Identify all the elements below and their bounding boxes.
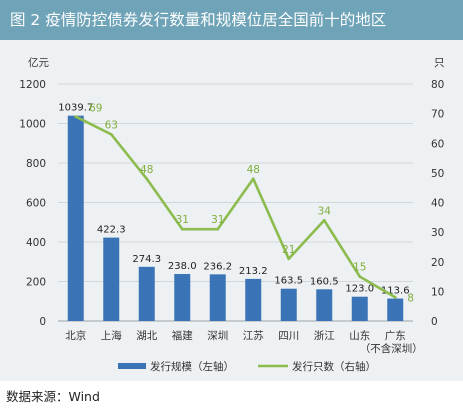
line-value-label: 31 [176,214,189,226]
bar [209,274,226,321]
line-value-label: 21 [282,244,295,256]
right-tick-label: 40 [431,198,444,210]
legend-line-label: 发行只数（右轴） [292,360,376,373]
bar-value-label: 274.3 [132,254,161,265]
right-tick-label: 70 [431,109,444,121]
line-series [74,115,397,299]
bar [174,273,191,321]
bar [245,278,262,321]
bar-value-label: 238.0 [168,261,197,272]
line-value-label: 34 [318,205,332,217]
bar [280,288,297,321]
left-tick-label: 200 [26,277,46,289]
x-tick-label: 广东 [385,329,406,342]
right-tick-label: 80 [431,79,444,91]
bar-labels: 1039.7 422.3 274.3 238.0 236.2 213.2 163.5 160.… [58,103,409,297]
left-tick-label: 400 [26,237,46,249]
bar [103,237,120,321]
right-tick-label: 20 [431,257,444,269]
left-axis-unit: 亿元 [28,56,49,69]
line-point [358,275,362,278]
bar [351,296,368,321]
legend-bar-swatch [118,363,146,369]
right-axis-unit: 只 [434,57,445,69]
line-value-label: 63 [105,119,118,131]
line-point [322,218,326,222]
line-value-label: 69 [89,103,102,115]
line-point [74,115,78,118]
line-point [145,177,149,181]
line-point [216,227,220,231]
line-value-label: 48 [140,164,153,176]
left-tick-label: 1200 [19,79,46,91]
line-point [287,257,291,261]
bar-value-label: 1039.7 [58,103,93,114]
bar-value-label: 160.5 [310,276,339,287]
right-tick-label: 10 [431,286,444,298]
bar [316,289,333,321]
line-value-label: 8 [407,292,414,304]
right-axis: 0 10 20 30 40 50 60 70 80 只 [431,57,445,328]
line-point [393,295,397,299]
x-tick-label: 上海 [101,329,122,342]
line-value-label: 31 [211,214,224,226]
line-path [75,115,396,299]
source-note: 数据来源：Wind [6,389,100,404]
line-point [109,132,113,136]
legend: 发行规模（左轴） 发行只数（右轴） [118,360,376,373]
x-tick-label: 福建 [172,329,193,342]
bar-value-label: 123.0 [345,284,374,295]
figure-title: 图 2 疫情防控债券发行数量和规模位居全国前十的地区 [0,0,463,40]
right-tick-label: 50 [431,168,444,180]
bar-series [67,115,404,322]
line-point [251,177,255,181]
line-point [180,227,184,231]
left-tick-label: 600 [26,198,46,210]
x-tick-label: 山东 [349,329,370,342]
bar [67,115,84,322]
x-tick-note: （不含深圳） [360,342,423,355]
right-tick-label: 0 [431,316,438,328]
bar-value-label: 213.2 [239,266,268,277]
x-axis: 北京 上海 湖北 福建 深圳 江苏 四川 浙江 山东 广东（不含深圳） [65,329,423,355]
bar-value-label: 163.5 [274,276,303,287]
x-tick-label: 四川 [278,330,299,342]
x-tick-label: 深圳 [207,330,228,342]
right-tick-label: 60 [431,138,444,150]
left-tick-label: 800 [26,158,46,170]
line-value-label: 15 [353,262,366,274]
bar-value-label: 113.6 [381,286,410,297]
left-tick-label: 0 [39,316,46,328]
left-tick-label: 1000 [19,119,46,131]
chart-area: 0 200 400 600 800 1000 1200 亿元 0 10 20 30 40 50 60 70 8… [0,40,463,381]
x-tick-label: 湖北 [136,330,157,342]
bar-value-label: 236.2 [203,261,232,272]
x-tick-label: 北京 [65,329,86,342]
bar [387,298,404,321]
legend-bar-label: 发行规模（左轴） [150,360,234,373]
line-value-label: 48 [247,164,260,176]
x-tick-label: 江苏 [243,329,264,342]
bar [138,266,155,321]
right-tick-label: 30 [431,227,444,239]
left-axis: 0 200 400 600 800 1000 1200 亿元 [19,56,49,328]
x-tick-label: 浙江 [314,330,335,342]
chart-svg: 0 200 400 600 800 1000 1200 亿元 0 10 20 30 40 50 60 70 8… [19,56,445,373]
bar-value-label: 422.3 [97,225,126,236]
